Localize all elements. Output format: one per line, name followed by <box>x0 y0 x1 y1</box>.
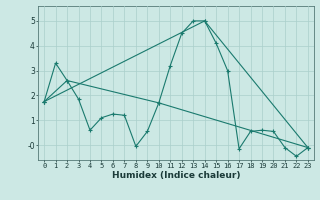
X-axis label: Humidex (Indice chaleur): Humidex (Indice chaleur) <box>112 171 240 180</box>
